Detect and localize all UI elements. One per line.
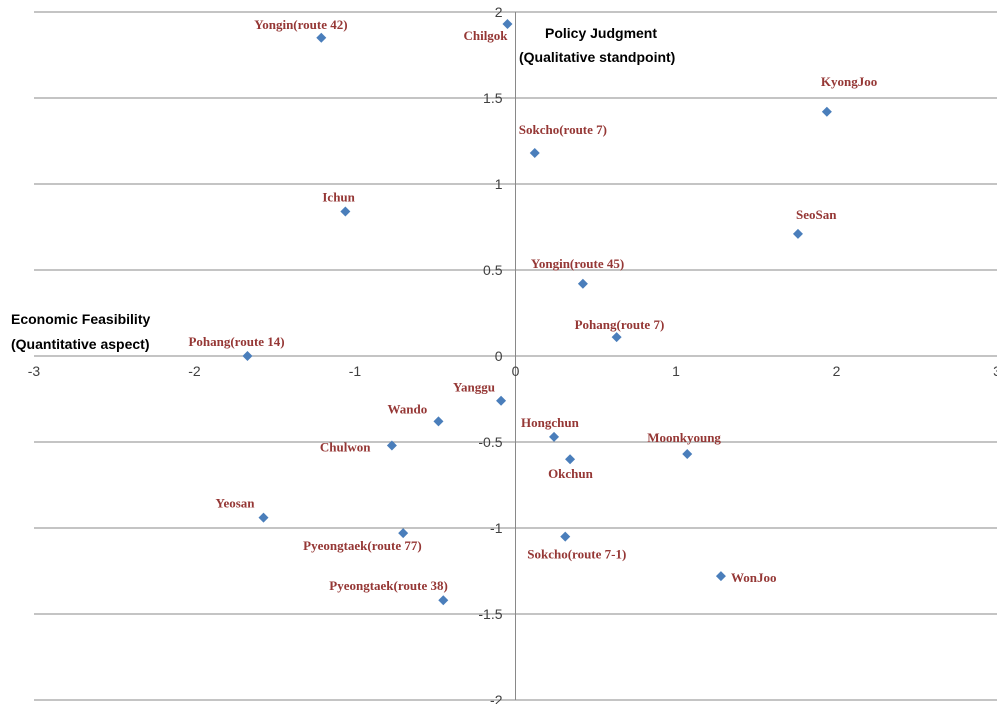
y-tick-label: -0.5 — [478, 434, 502, 450]
data-point-label: Pyeongtaek(route 77) — [303, 538, 422, 553]
y-tick-label: 1.5 — [483, 90, 503, 106]
x-tick-label: -3 — [28, 363, 41, 379]
data-point-marker — [530, 148, 540, 158]
y-tick-label: 0.5 — [483, 262, 503, 278]
x-axis-title-line1: Economic Feasibility — [11, 311, 150, 327]
data-point-label: Yeosan — [216, 496, 256, 511]
data-point-marker — [496, 396, 506, 406]
data-point-marker — [578, 279, 588, 289]
data-point-marker — [433, 416, 443, 426]
data-point-label: Pyeongtaek(route 38) — [329, 578, 448, 593]
data-point-label: SeoSan — [796, 207, 837, 222]
x-tick-label: -1 — [349, 363, 362, 379]
data-point-label: Hongchun — [521, 415, 580, 430]
y-tick-label: -1 — [490, 520, 503, 536]
data-point-label: Pohang(route 14) — [188, 334, 284, 349]
y-tick-label: -1.5 — [478, 606, 502, 622]
data-point-marker — [560, 532, 570, 542]
data-point-label: WonJoo — [731, 570, 777, 585]
data-point-marker — [340, 207, 350, 217]
data-point-marker — [316, 33, 326, 43]
y-axis-title-line2: (Qualitative standpoint) — [519, 49, 675, 65]
data-point-marker — [612, 332, 622, 342]
data-point-marker — [682, 449, 692, 459]
y-tick-label: -2 — [490, 692, 503, 704]
point-labels: Yongin(route 42) Chilgok KyongJoo Sokcho(ro… — [188, 17, 877, 593]
data-point-label: Sokcho(route 7) — [519, 122, 607, 137]
data-point-marker — [242, 351, 252, 361]
data-point-marker — [549, 432, 559, 442]
data-point-marker — [565, 454, 575, 464]
data-points — [242, 19, 831, 605]
y-tick-label: 0 — [495, 348, 503, 364]
data-point-marker — [716, 571, 726, 581]
data-point-label: Yongin(route 45) — [531, 256, 624, 271]
x-tick-label: -2 — [188, 363, 201, 379]
x-tick-label: 0 — [512, 363, 520, 379]
data-point-marker — [259, 513, 269, 523]
y-axis-title-line1: Policy Judgment — [545, 25, 657, 41]
data-point-label: KyongJoo — [821, 74, 877, 89]
data-point-marker — [438, 595, 448, 605]
data-point-label: Sokcho(route 7-1) — [527, 547, 626, 562]
x-tick-label: 3 — [993, 363, 997, 379]
y-tick-label: 1 — [495, 176, 503, 192]
x-axis-title-line2: (Quantitative aspect) — [11, 336, 149, 352]
data-point-label: Pohang(route 7) — [575, 317, 665, 332]
x-tick-label: 1 — [672, 363, 680, 379]
data-point-marker — [793, 229, 803, 239]
data-point-label: Moonkyoung — [647, 430, 721, 445]
data-point-label: Chilgok — [463, 28, 508, 43]
x-tick-label: 2 — [833, 363, 841, 379]
data-point-marker — [398, 528, 408, 538]
data-point-label: Okchun — [548, 466, 594, 481]
data-point-label: Yanggu — [453, 380, 495, 395]
data-point-marker — [822, 107, 832, 117]
data-point-label: Chulwon — [320, 439, 371, 454]
y-tick-label: 2 — [495, 4, 503, 20]
data-point-label: Ichun — [322, 190, 355, 205]
tick-labels: -3 -2 -1 0 1 2 3 -2 -1.5 -1 -0.5 0 0.5 1 1.5 2 — [28, 4, 997, 704]
data-point-label: Wando — [387, 401, 427, 416]
data-point-label: Yongin(route 42) — [254, 17, 347, 32]
